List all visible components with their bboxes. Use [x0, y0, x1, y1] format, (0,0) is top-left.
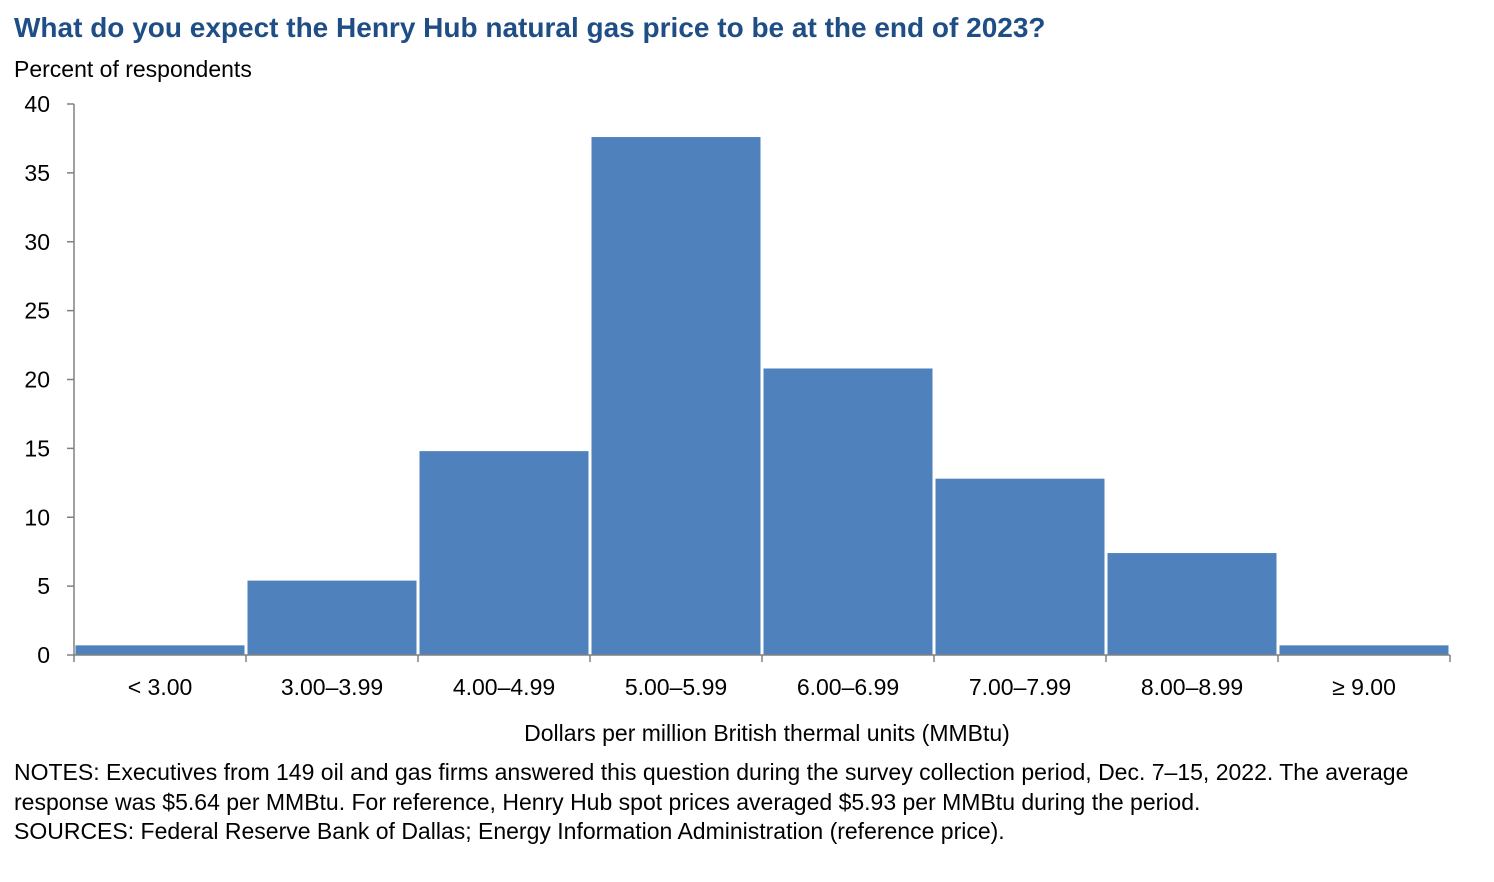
chart-title: What do you expect the Henry Hub natural… [14, 12, 1046, 43]
notes-text: NOTES: Executives from 149 oil and gas f… [14, 759, 1409, 815]
y-tick-label: 25 [24, 298, 50, 324]
bar-0 [75, 645, 245, 655]
x-tick-label: < 3.00 [128, 674, 193, 700]
bar-1 [247, 580, 417, 655]
bar-5 [935, 478, 1105, 655]
sources-text: SOURCES: Federal Reserve Bank of Dallas;… [14, 818, 1005, 844]
chart-plot: 0 5 10 15 20 25 30 35 40 < 3.00 3.00–3.99 4.00–4.99… [24, 91, 1451, 746]
y-tick-label: 30 [24, 229, 50, 255]
y-tick-label: 10 [24, 504, 50, 530]
tick-labels-group: 0 5 10 15 20 25 30 35 40 < 3.00 3.00–3.99 4.00–4.99… [24, 91, 1395, 700]
x-tick-label: 6.00–6.99 [797, 674, 899, 700]
y-tick-label: 40 [24, 91, 50, 117]
bar-3 [591, 137, 761, 655]
axes-group [67, 103, 1451, 662]
x-tick-label: 5.00–5.99 [625, 674, 727, 700]
x-tick-label: 8.00–8.99 [1141, 674, 1243, 700]
y-axis-label: Percent of respondents [14, 56, 252, 82]
bar-4 [763, 368, 933, 655]
x-tick-label: ≥ 9.00 [1332, 674, 1396, 700]
bar-7 [1279, 645, 1449, 655]
x-tick-label: 3.00–3.99 [281, 674, 383, 700]
notes-block: NOTES: Executives from 149 oil and gas f… [14, 758, 1474, 847]
x-tick-label: 7.00–7.99 [969, 674, 1071, 700]
y-tick-label: 5 [37, 573, 50, 599]
bar-2 [419, 451, 589, 655]
y-tick-label: 15 [24, 435, 50, 461]
x-axis-label: Dollars per million British thermal unit… [524, 720, 1010, 746]
bar-6 [1107, 553, 1277, 655]
y-tick-label: 20 [24, 367, 50, 393]
x-tick-label: 4.00–4.99 [453, 674, 555, 700]
bars-group [75, 137, 1449, 655]
y-tick-label: 35 [24, 160, 50, 186]
y-tick-label: 0 [37, 642, 50, 668]
